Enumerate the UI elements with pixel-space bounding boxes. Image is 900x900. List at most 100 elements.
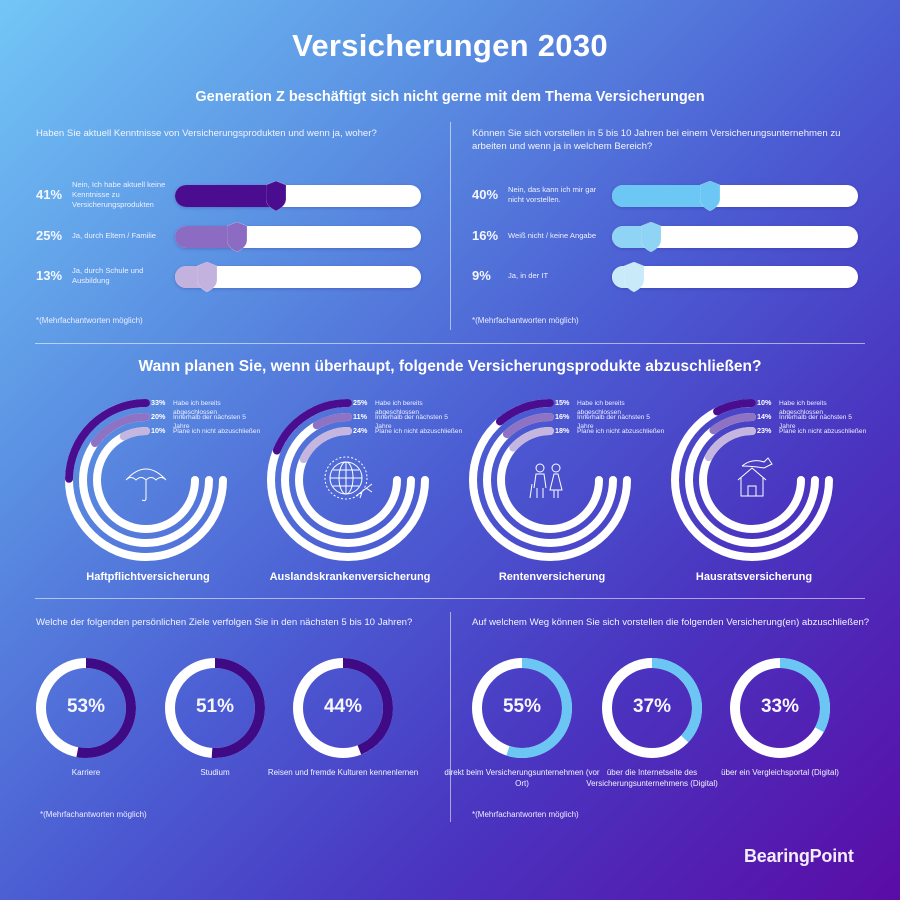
radial-track <box>671 399 833 561</box>
icon-stroke <box>535 463 545 473</box>
radial-value-label: 10% <box>151 426 166 435</box>
icon-stroke <box>338 461 354 495</box>
bar-value-label: 41% <box>36 187 63 202</box>
work-question: Können Sie sich vorstellen in 5 bis 10 J… <box>472 128 841 152</box>
radial-bar-arc <box>502 413 554 439</box>
product-name: Haftpflichtversicherung <box>86 571 210 583</box>
donut-segment <box>36 658 136 758</box>
donut-chart <box>730 658 830 758</box>
knowledge-question: Haben Sie aktuell Kenntnisse von Versich… <box>36 128 377 139</box>
radial-category-label: Habe ich bereits abgeschlossen <box>375 399 423 416</box>
house-hand-icon <box>737 457 773 497</box>
radial-value-label: 14% <box>757 412 772 421</box>
knowledge-footnote: *(Mehrfachantworten möglich) <box>36 316 143 325</box>
radial-chart <box>469 399 631 561</box>
icon-stroke <box>324 456 368 500</box>
donut-value-label: 51% <box>195 696 235 717</box>
icon-stroke <box>549 473 563 498</box>
donut-segment <box>165 658 265 758</box>
radial-bar-arc <box>272 399 352 455</box>
radial-track <box>685 413 819 547</box>
donut-value-label: 55% <box>502 696 542 717</box>
donut-category-label: Studium <box>200 768 230 777</box>
shield-icon <box>700 181 721 211</box>
radial-category-label: Habe ich bereits abgeschlossen <box>173 399 221 416</box>
radial-value-label: 18% <box>555 426 570 435</box>
bar-fill <box>612 185 711 207</box>
page-subtitle: Generation Z beschäftigt sich nicht gern… <box>195 89 705 105</box>
radial-bar-arc <box>713 399 756 416</box>
donut-chart <box>602 658 702 758</box>
radial-track <box>93 427 199 533</box>
product-name: Rentenversicherung <box>498 571 606 583</box>
radial-bar-arc <box>119 427 150 441</box>
shield-icon <box>226 222 247 252</box>
radial-category-label: Plane ich nicht abzuschließen <box>577 427 665 435</box>
donut-segment <box>602 658 702 758</box>
icon-stroke <box>737 467 767 497</box>
radial-category-label: Plane ich nicht abzuschließen <box>173 427 261 435</box>
shield-icon <box>624 262 645 292</box>
divider-horizontal-1 <box>35 343 865 344</box>
donut-chart <box>293 658 393 758</box>
bar-value-label: 13% <box>36 268 63 283</box>
donut-category-label: direkt beim Versicherungsunternehmen (vo… <box>444 768 600 788</box>
divider-vertical-bottom <box>450 612 451 822</box>
product-name: Auslandskrankenversicherung <box>269 571 431 583</box>
radial-value-label: 15% <box>555 398 570 407</box>
bar-track <box>612 222 858 252</box>
products-section-title: Wann planen Sie, wenn überhaupt, folgend… <box>138 358 762 375</box>
donut-category-label: Reisen und fremde Kulturen kennenlernen <box>267 768 419 777</box>
shield-icon <box>196 262 217 292</box>
radial-value-label: 33% <box>151 398 166 407</box>
donut-value-label: 44% <box>323 696 363 717</box>
umbrella-icon <box>125 468 167 502</box>
bar-value-label: 9% <box>472 268 491 283</box>
channels-footnote: *(Mehrfachantworten möglich) <box>472 810 579 819</box>
bar-category-label: Weiß nicht / keine Angabe <box>508 231 597 240</box>
radial-category-label: Innerhalb der nächsten 5 Jahre <box>375 413 448 430</box>
radial-bar-arc <box>91 413 150 447</box>
donut-value-label: 33% <box>760 696 800 717</box>
goals-question: Welche der folgenden persönlichen Ziele … <box>36 617 413 628</box>
radial-bar-arc <box>509 427 554 452</box>
donut-category-label: über die Internetseite des Versicherungs… <box>586 768 718 788</box>
bar-track <box>612 262 858 292</box>
bar-track <box>175 262 421 292</box>
icon-stroke <box>141 480 147 502</box>
elderly-couple-icon <box>529 463 563 499</box>
donut-chart <box>165 658 265 758</box>
bearingpoint-logo: BearingPoint <box>744 846 854 866</box>
shield-shape <box>641 222 662 252</box>
radial-value-label: 11% <box>353 412 367 421</box>
radial-track <box>281 413 415 547</box>
bar-category-label: Nein, das kann ich mir gar nicht vorstel… <box>508 185 597 204</box>
icon-stroke <box>551 463 561 473</box>
radial-value-label: 24% <box>353 426 368 435</box>
bar-category-label: Ja, durch Eltern / Familie <box>72 231 156 240</box>
donut-segment <box>730 658 830 758</box>
radial-bar-arc <box>495 399 554 426</box>
donut-segment <box>293 658 393 758</box>
bar-track <box>175 181 421 211</box>
donut-chart <box>36 658 136 758</box>
radial-bar-arc <box>65 399 150 483</box>
radial-category-label: Habe ich bereits abgeschlossen <box>779 399 827 416</box>
radial-value-label: 20% <box>151 412 166 421</box>
icon-stroke <box>529 473 547 499</box>
goals-footnote: *(Mehrfachantworten möglich) <box>40 810 147 819</box>
bar-category-label: Ja, in der IT <box>508 271 549 280</box>
radial-category-label: Innerhalb der nächsten 5 Jahre <box>577 413 650 430</box>
radial-category-label: Habe ich bereits abgeschlossen <box>577 399 625 416</box>
radial-bar-arc <box>312 413 352 430</box>
shield-shape <box>624 262 645 292</box>
divider-vertical-top <box>450 122 451 330</box>
radial-value-label: 10% <box>757 398 772 407</box>
radial-category-label: Plane ich nicht abzuschließen <box>375 427 463 435</box>
radial-bar-arc <box>299 427 352 464</box>
donut-category-label: Karriere <box>71 768 101 777</box>
bar-fill <box>175 185 276 207</box>
page-title: Versicherungen 2030 <box>292 28 608 63</box>
shield-shape <box>700 181 721 211</box>
product-name: Hausratsversicherung <box>695 571 813 583</box>
